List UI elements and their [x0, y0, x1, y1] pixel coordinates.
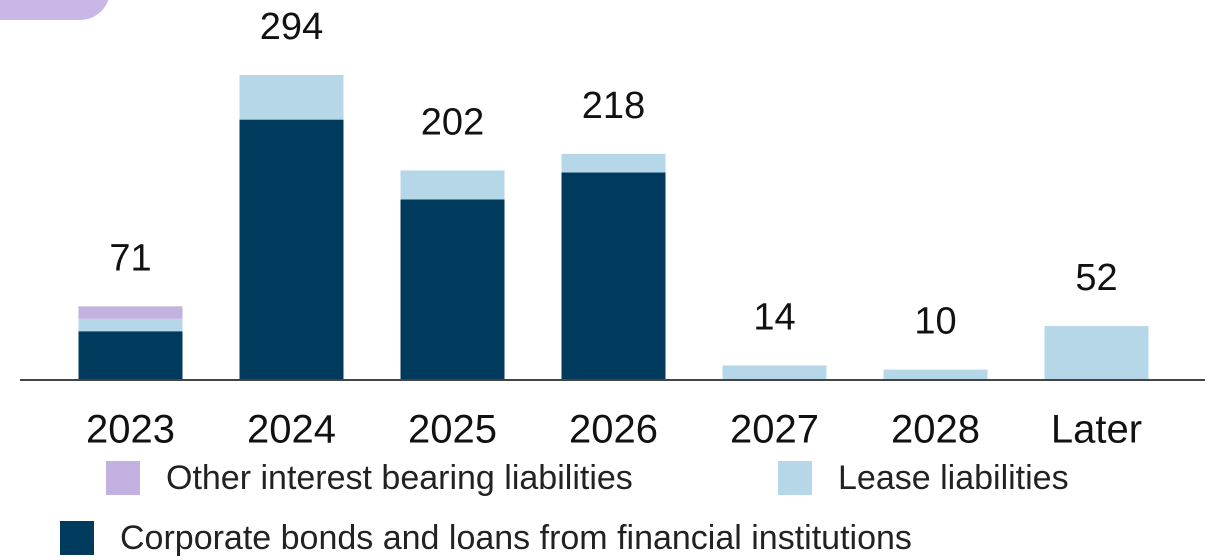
- bar-segment: [78, 331, 183, 380]
- total-label: 14: [753, 297, 795, 339]
- x-tick-label: Later: [1051, 408, 1142, 452]
- x-tick-label: 2026: [569, 408, 658, 452]
- bar-segment: [400, 199, 505, 380]
- decoration: [0, 0, 109, 20]
- total-label: 294: [260, 6, 323, 48]
- bar-segment: [1044, 326, 1149, 380]
- total-label: 202: [421, 101, 484, 143]
- x-tick-label: 2027: [730, 408, 819, 452]
- bar-segment: [239, 119, 344, 381]
- legend-swatch: [778, 461, 812, 495]
- bar-segment: [239, 75, 344, 120]
- bar-segment: [78, 318, 183, 332]
- bar-segment: [400, 170, 505, 200]
- total-label: 218: [582, 85, 645, 127]
- bar-segment: [722, 365, 827, 380]
- legend-swatch: [106, 461, 140, 495]
- bar-segment: [561, 172, 666, 380]
- bar-segment: [78, 306, 183, 319]
- x-tick-label: 2024: [247, 408, 336, 452]
- legend-label: Corporate bonds and loans from financial…: [120, 519, 912, 557]
- bar-segment: [883, 369, 988, 380]
- total-label: 71: [109, 237, 151, 279]
- bar-segment: [561, 153, 666, 173]
- total-label: 10: [914, 301, 956, 343]
- total-label: 52: [1075, 257, 1117, 299]
- legend-label: Lease liabilities: [838, 459, 1069, 497]
- x-tick-label: 2025: [408, 408, 497, 452]
- legend-label: Other interest bearing liabilities: [166, 459, 633, 497]
- legend-swatch: [60, 521, 94, 555]
- x-tick-label: 2028: [891, 408, 980, 452]
- x-tick-label: 2023: [86, 408, 175, 452]
